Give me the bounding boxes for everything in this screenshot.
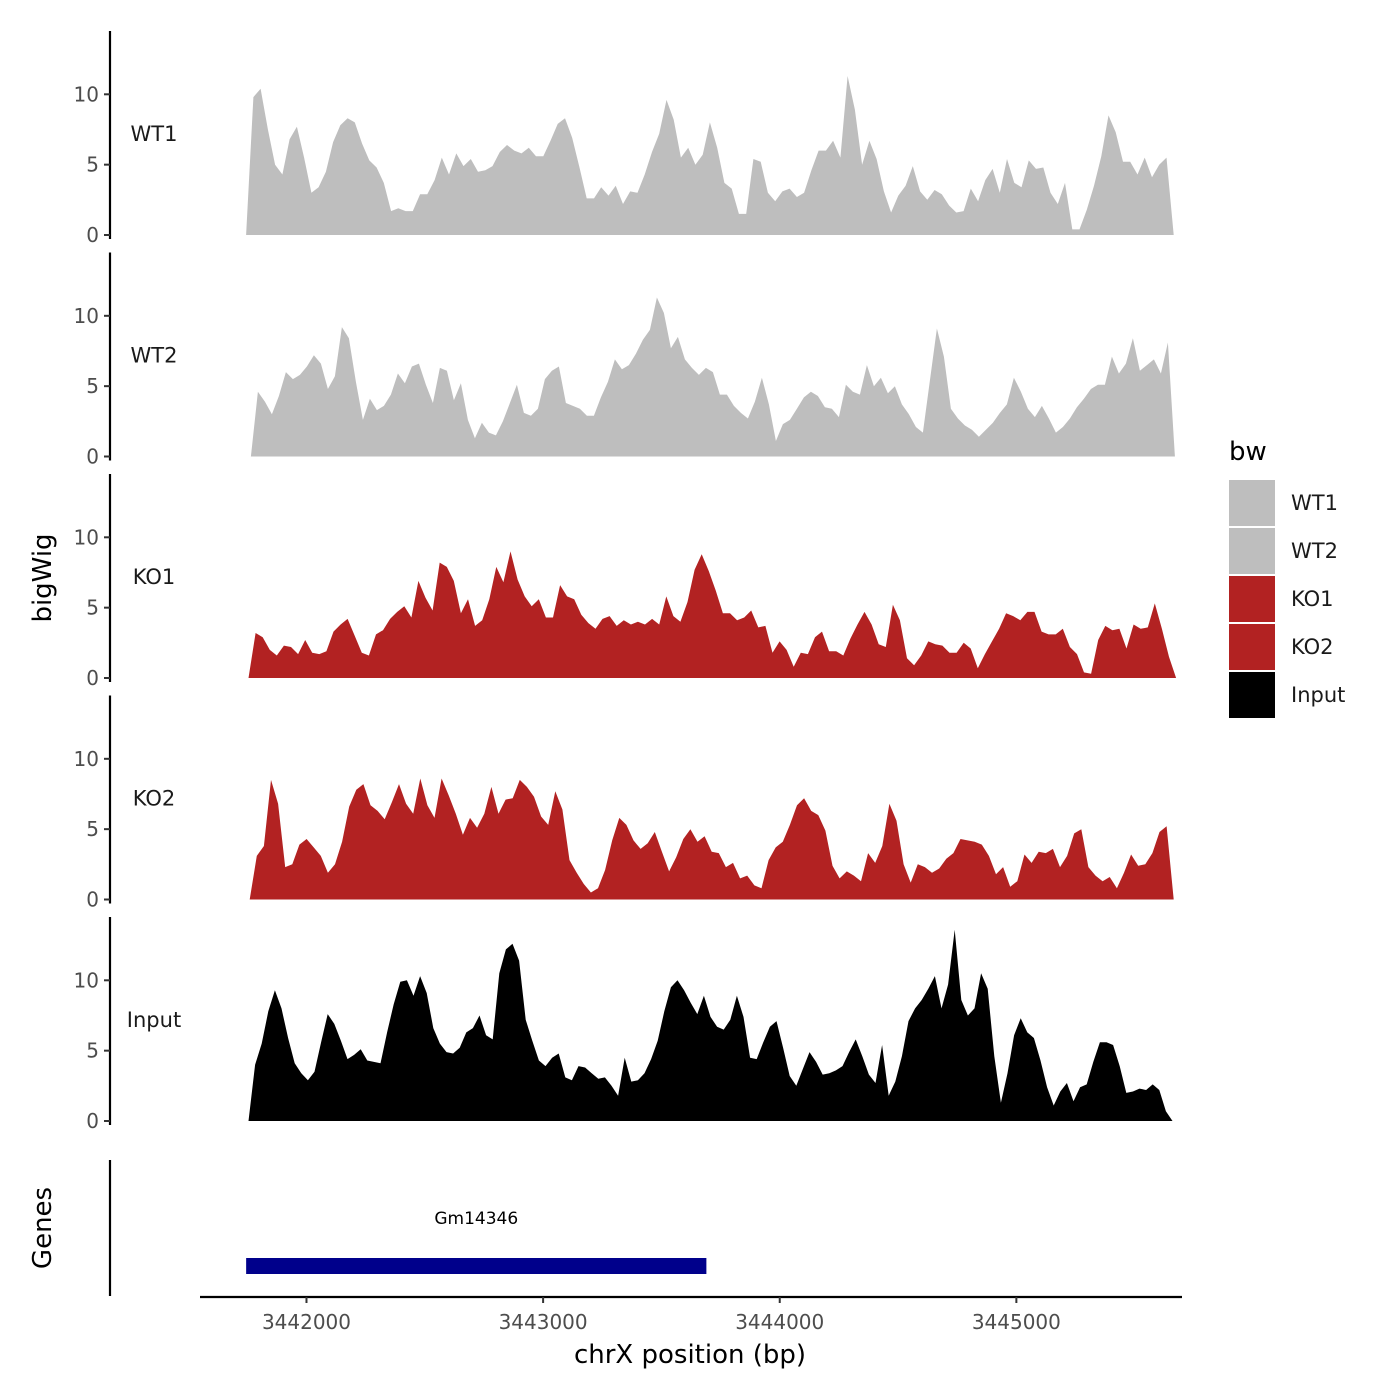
x-tick-label-3443000: 3443000	[499, 1310, 588, 1334]
x-tick-label-3444000: 3444000	[735, 1310, 824, 1334]
y-tick-label-ko2-5: 5	[86, 817, 99, 841]
track-ko1: 0 5 10 KO1	[74, 474, 1177, 690]
x-tick-label-3445000: 3445000	[972, 1310, 1061, 1334]
legend-key-wt2	[1229, 528, 1275, 574]
y-tick-label-ko2-0: 0	[86, 888, 99, 912]
y-tick-label-ko1-0: 0	[86, 666, 99, 690]
gene-label-gm14346: Gm14346	[434, 1209, 518, 1229]
x-axis-title: chrX position (bp)	[574, 1340, 806, 1370]
y-tick-label-ko1-10: 10	[74, 525, 99, 549]
track-input: 0 5 10 Input	[74, 917, 1173, 1133]
legend-key-wt1	[1229, 480, 1275, 526]
legend-label-ko2: KO2	[1291, 635, 1334, 659]
track-ko2: 0 5 10 KO2	[74, 695, 1174, 912]
track-label-ko2: KO2	[133, 787, 176, 811]
track-label-ko1: KO1	[133, 565, 176, 589]
area-wt2	[250, 297, 1175, 457]
legend-title: bw	[1229, 437, 1267, 467]
track-label-wt1: WT1	[131, 122, 178, 146]
y-tick-label-wt2-5: 5	[86, 374, 99, 398]
track-label-input: Input	[127, 1008, 181, 1032]
legend-label-wt2: WT2	[1291, 539, 1338, 563]
x-axis: 3442000 3443000 3444000 3445000	[200, 1295, 1182, 1334]
y-tick-label-ko1-5: 5	[86, 596, 99, 620]
area-ko1	[248, 551, 1177, 678]
area-ko2	[249, 778, 1174, 900]
y-tick-label-ko2-10: 10	[74, 747, 99, 771]
legend: bw WT1 WT2 KO1 KO2 Input	[1229, 437, 1345, 718]
y-tick-label-wt1-5: 5	[86, 153, 99, 177]
legend-key-ko1	[1229, 576, 1275, 622]
y-tick-label-wt2-10: 10	[74, 304, 99, 328]
legend-label-ko1: KO1	[1291, 587, 1334, 611]
track-panels: 0 5 10 WT1 0 5 10 WT2 0 5 10 KO1 0 5 10 KO2 0 5 10 Input	[74, 31, 1177, 1133]
y-tick-label-wt1-10: 10	[74, 82, 99, 106]
genes-panel: Gm14346	[108, 1160, 707, 1296]
x-tick-label-3442000: 3442000	[262, 1310, 351, 1334]
genes-axis-title: Genes	[28, 1187, 58, 1269]
y-tick-label-input-5: 5	[86, 1039, 99, 1063]
track-wt2: 0 5 10 WT2	[74, 252, 1175, 469]
track-wt1: 0 5 10 WT1	[74, 31, 1174, 247]
legend-label-wt1: WT1	[1291, 491, 1338, 515]
legend-label-input: Input	[1291, 683, 1345, 707]
y-axis-title: bigWig	[28, 533, 58, 622]
gene-bar-gm14346	[246, 1258, 707, 1274]
y-tick-label-wt2-0: 0	[86, 445, 99, 469]
area-wt1	[246, 76, 1174, 235]
y-tick-label-input-0: 0	[86, 1109, 99, 1133]
y-tick-label-input-10: 10	[74, 968, 99, 992]
area-input	[248, 929, 1173, 1121]
y-tick-label-wt1-0: 0	[86, 223, 99, 247]
track-label-wt2: WT2	[131, 344, 178, 368]
legend-key-ko2	[1229, 624, 1275, 670]
legend-key-input	[1229, 672, 1275, 718]
